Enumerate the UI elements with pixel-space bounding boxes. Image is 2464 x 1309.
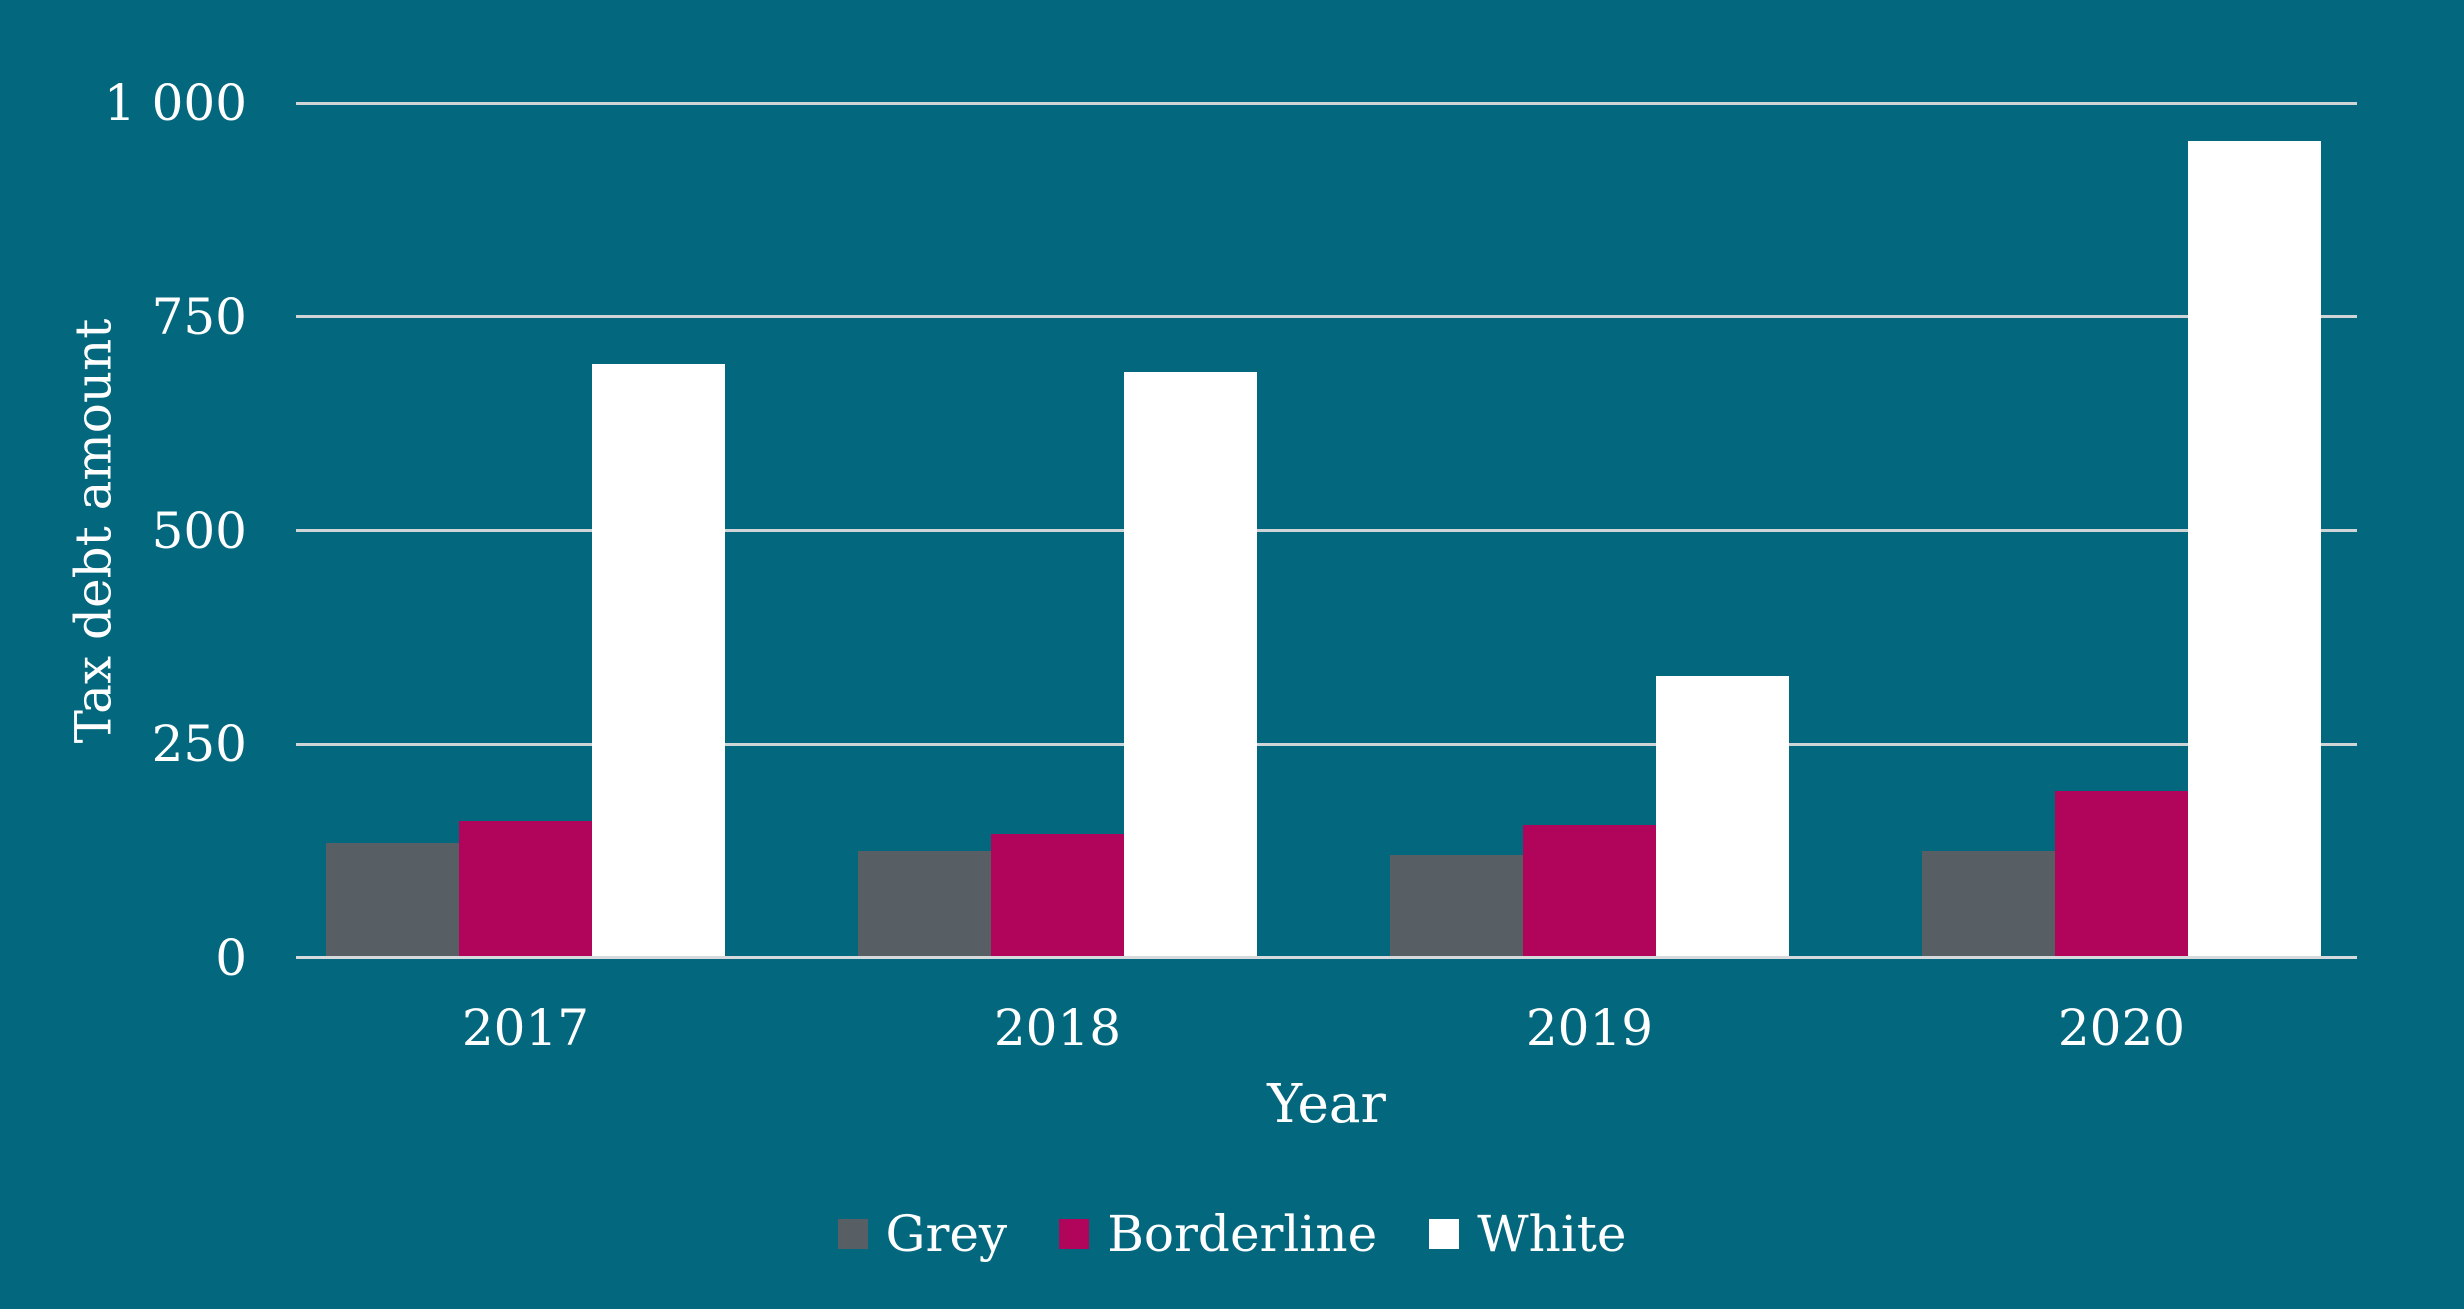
y-tick-label-500: 500: [151, 501, 247, 560]
bar-white-2019: [1656, 675, 1789, 958]
bar-borderline-2020: [2055, 791, 2188, 958]
bar-white-2018: [1124, 372, 1257, 958]
legend-label-borderline: Borderline: [1107, 1205, 1378, 1263]
legend-label-white: White: [1477, 1205, 1627, 1263]
legend-swatch-white: [1429, 1219, 1460, 1249]
bar-grey-2020: [1922, 851, 2055, 958]
legend-item-white: White: [1429, 1205, 1627, 1263]
bar-grey-2018: [858, 851, 991, 958]
x-axis-title: Year: [1267, 1074, 1386, 1135]
bar-white-2017: [592, 363, 725, 958]
legend-item-grey: Grey: [837, 1205, 1008, 1263]
legend-item-borderline: Borderline: [1059, 1205, 1377, 1263]
bar-group-2019: [1390, 675, 1789, 958]
bar-group-2017: [326, 363, 725, 958]
plot-area: [296, 101, 2357, 959]
x-tick-label-2018: 2018: [993, 999, 1122, 1057]
gridline-250: [296, 742, 2357, 746]
gridline-500: [296, 529, 2357, 532]
bar-group-2020: [1922, 141, 2321, 958]
bar-grey-2017: [326, 842, 459, 958]
bar-grey-2019: [1390, 855, 1523, 958]
y-tick-label-750: 750: [151, 287, 247, 346]
bar-borderline-2018: [991, 834, 1124, 958]
bar-group-2018: [858, 372, 1257, 958]
bar-borderline-2017: [459, 821, 592, 958]
x-tick-label-2020: 2020: [2057, 999, 2186, 1057]
bar-white-2020: [2188, 141, 2321, 958]
legend-swatch-grey: [837, 1219, 868, 1249]
gridline-1000: [296, 101, 2357, 105]
gridline-750: [296, 315, 2357, 319]
legend: Grey Borderline White: [0, 1202, 2464, 1266]
x-axis-line: [296, 956, 2357, 959]
bar-borderline-2019: [1523, 825, 1656, 958]
y-tick-label-250: 250: [151, 715, 247, 774]
legend-label-grey: Grey: [885, 1205, 1008, 1263]
legend-swatch-borderline: [1059, 1219, 1090, 1249]
y-tick-label-0: 0: [215, 929, 247, 987]
x-tick-label-2019: 2019: [1525, 999, 1654, 1057]
y-tick-label-1000: 1 000: [103, 74, 247, 132]
x-tick-label-2017: 2017: [461, 999, 590, 1057]
